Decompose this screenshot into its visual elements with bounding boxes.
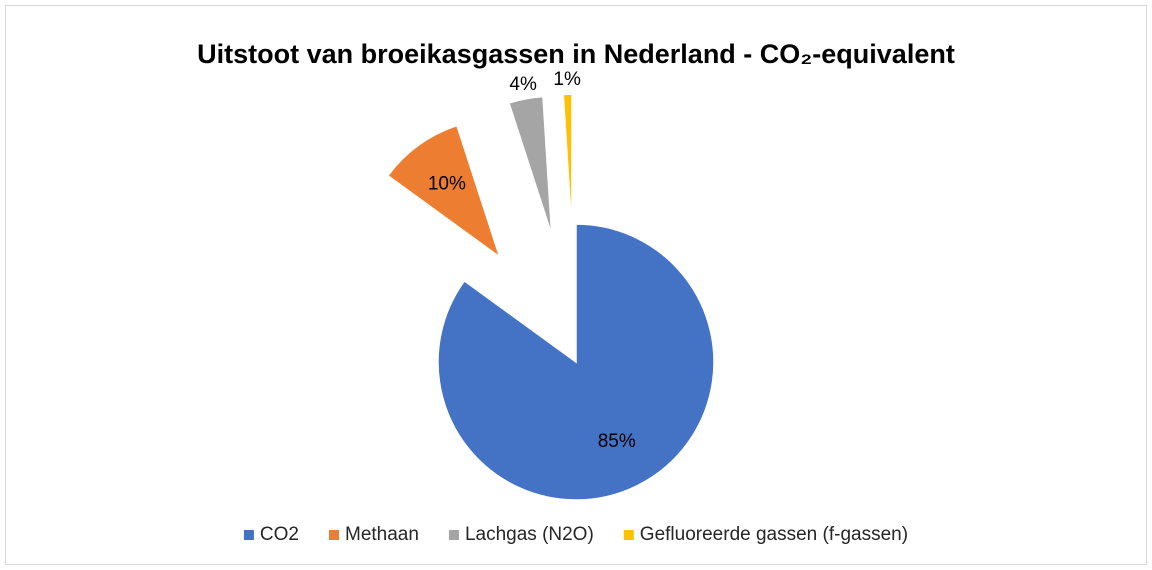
legend-label: CO2 xyxy=(260,524,299,545)
legend-marker xyxy=(243,530,254,540)
legend-label: Lachgas (N2O) xyxy=(465,524,594,545)
legend-marker xyxy=(329,530,340,540)
data-label: 85% xyxy=(598,431,636,452)
data-label: 1% xyxy=(553,69,581,90)
chart-title: Uitstoot van broeikasgassen in Nederland… xyxy=(197,39,955,69)
data-label: 10% xyxy=(428,173,466,194)
legend-marker xyxy=(623,530,634,540)
legend-marker xyxy=(448,530,459,540)
data-label: 4% xyxy=(509,74,537,95)
pie-slice xyxy=(508,95,553,235)
legend-label: Methaan xyxy=(345,524,419,545)
pie-slice xyxy=(386,124,502,259)
pie-slice xyxy=(437,223,715,501)
legend-label: Gefluoreerde gassen (f-gassen) xyxy=(640,524,908,545)
pie-slice xyxy=(562,93,573,233)
